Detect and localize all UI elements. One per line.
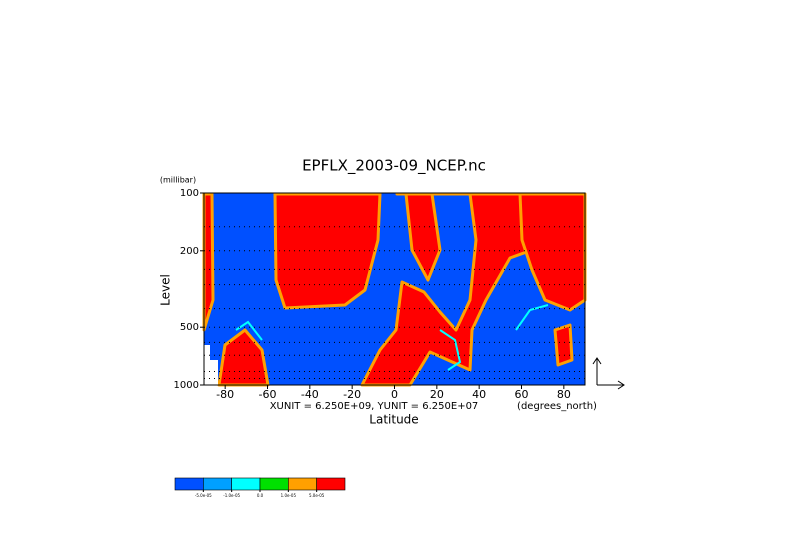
colorbar-label: 0.0 <box>257 493 264 498</box>
colorbar-label: 5.0e-05 <box>309 493 325 498</box>
region <box>360 192 534 387</box>
vector-scale: XUNIT = 6.250E+09, YUNIT = 6.250E+07 <box>270 401 479 412</box>
region <box>553 323 574 367</box>
vector-key-arrow <box>617 380 625 390</box>
colorbar-swatch <box>231 477 261 491</box>
x-tick-label: 0 <box>391 388 398 401</box>
x-tick-label: 60 <box>515 388 529 401</box>
y-tick-label: 100 <box>180 188 199 199</box>
vector-key <box>592 357 625 390</box>
colorbar-swatch <box>288 477 317 491</box>
region <box>204 345 218 385</box>
colorbar-label: -1.0e-05 <box>223 493 240 498</box>
x-tick-label: -20 <box>343 388 361 401</box>
colorbar-label: -5.0e-05 <box>195 493 212 498</box>
y-tick-label: 1000 <box>174 380 199 391</box>
x-tick-label: -80 <box>216 388 234 401</box>
chart-title: EPFLX_2003-09_NCEP.nc <box>302 157 486 176</box>
region <box>202 192 215 332</box>
colorbar-swatch <box>259 477 289 491</box>
y-axis-label: Level <box>159 274 173 306</box>
x-unit: (degrees_north) <box>517 401 597 412</box>
x-tick-label: -60 <box>259 388 277 401</box>
region <box>439 329 462 371</box>
region <box>273 192 382 310</box>
colorbar-swatch <box>316 477 346 491</box>
x-tick-label: 20 <box>430 388 444 401</box>
y-unit: (millibar) <box>160 176 196 185</box>
vector-key-arrow <box>592 357 602 365</box>
x-axis-label: Latitude <box>369 413 418 427</box>
region <box>515 304 549 331</box>
y-tick-label: 200 <box>180 246 199 257</box>
x-tick-label: -40 <box>301 388 319 401</box>
x-tick-label: 80 <box>557 388 571 401</box>
colorbar-label: 1.0e-05 <box>281 493 297 498</box>
colorbar-swatch <box>203 477 232 491</box>
colorbar-swatch <box>174 477 204 491</box>
contour-field <box>202 192 587 387</box>
y-tick-label: 500 <box>180 322 199 333</box>
x-tick-label: 40 <box>472 388 486 401</box>
